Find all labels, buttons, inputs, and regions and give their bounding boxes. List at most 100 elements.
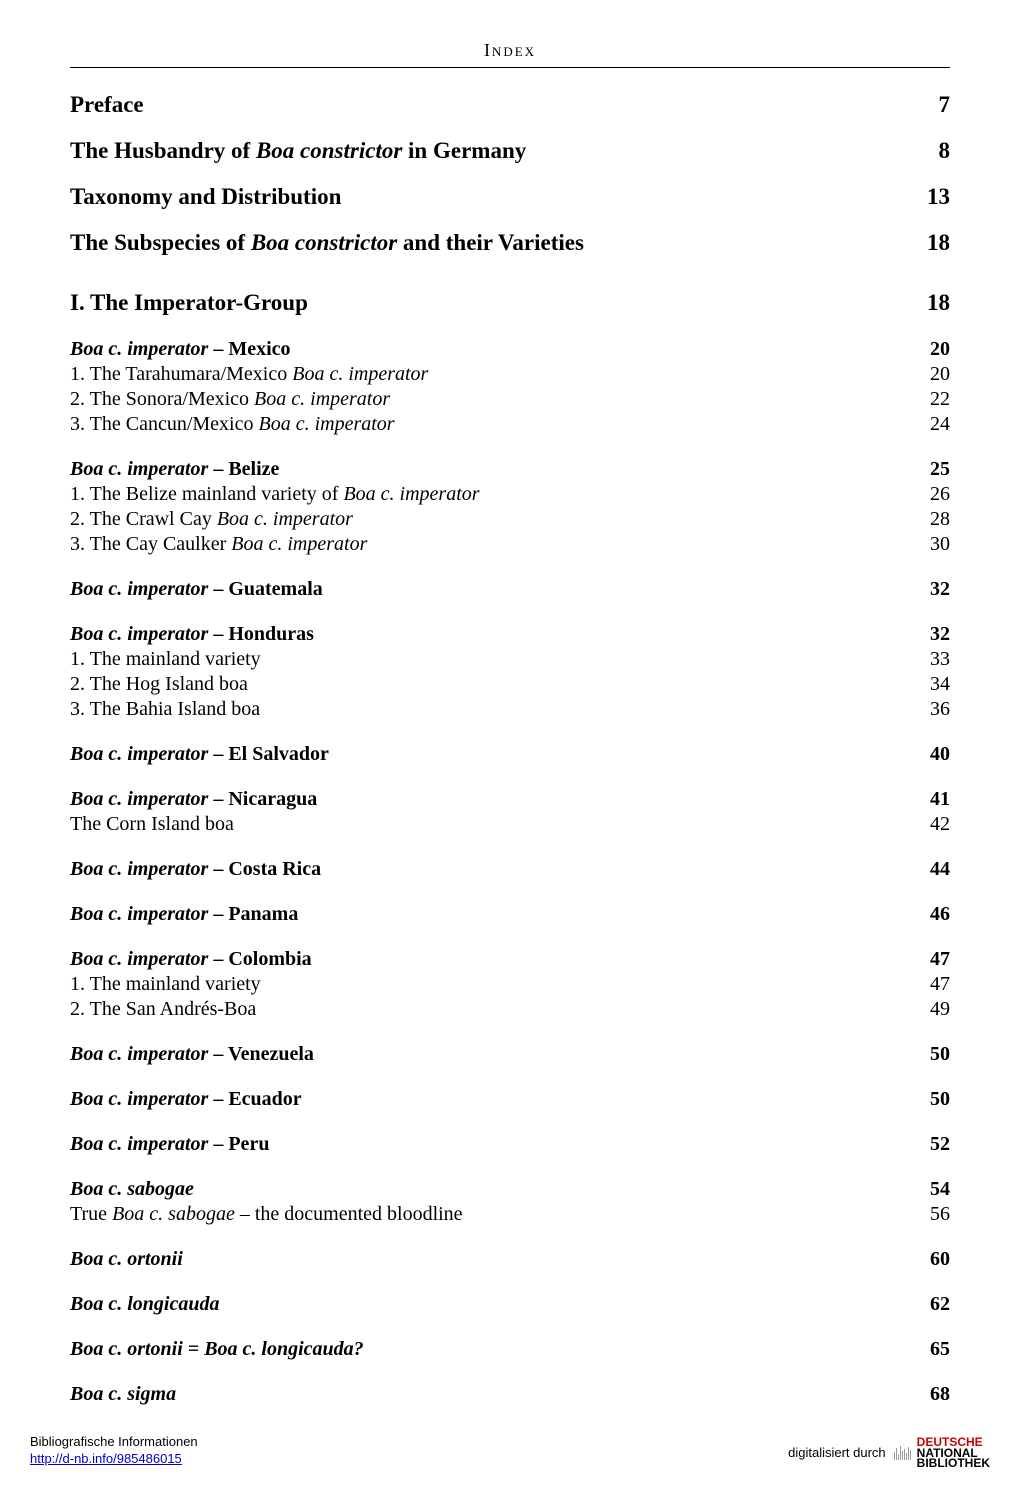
- index-line-page: 56: [910, 1203, 950, 1226]
- index-line-label: 1. The mainland variety: [70, 648, 261, 671]
- index-line-label: 3. The Cancun/Mexico Boa c. imperator: [70, 413, 395, 436]
- major-page: 18: [907, 230, 950, 256]
- index-line: 2. The Hog Island boa 34: [70, 673, 950, 696]
- group-head-page: 44: [910, 858, 950, 881]
- major-page: 7: [919, 92, 951, 118]
- page-content: Index Preface 7 The Husbandry of Boa const…: [0, 0, 1020, 1406]
- group-heading: Boa c. imperator – Nicaragua 41: [70, 788, 950, 811]
- footer-left: Bibliografische Informationen http://d-n…: [30, 1434, 198, 1468]
- index-groups: Boa c. imperator – Mexico201. The Tarahu…: [70, 338, 950, 1406]
- index-line-page: 24: [910, 413, 950, 436]
- group-head-page: 32: [910, 623, 950, 646]
- group-head-page: 52: [910, 1133, 950, 1156]
- index-line-label: 1. The Belize mainland variety of Boa c.…: [70, 483, 480, 506]
- group-head-label: Boa c. imperator – El Salvador: [70, 743, 329, 766]
- index-line: 2. The Crawl Cay Boa c. imperator 28: [70, 508, 950, 531]
- index-line: The Corn Island boa42: [70, 813, 950, 836]
- index-line-page: 20: [910, 363, 950, 386]
- header-rule: [70, 67, 950, 68]
- footer-digitized-label: digitalisiert durch: [788, 1445, 886, 1460]
- index-line-page: 47: [910, 973, 950, 996]
- group-head-page: 54: [910, 1178, 950, 1201]
- major-page: 13: [907, 184, 950, 210]
- group-head-page: 60: [910, 1248, 950, 1271]
- index-line: 1. The mainland variety 47: [70, 973, 950, 996]
- group-head-page: 46: [910, 903, 950, 926]
- index-line: 2. The Sonora/Mexico Boa c. imperator 22: [70, 388, 950, 411]
- group-heading: Boa c. longicauda 62: [70, 1293, 950, 1316]
- index-line-page: 34: [910, 673, 950, 696]
- group-head-label: Boa c. longicauda: [70, 1293, 219, 1316]
- group-head-label: Boa c. sigma: [70, 1383, 176, 1406]
- index-line-label: 1. The Tarahumara/Mexico Boa c. imperato…: [70, 363, 428, 386]
- major-label: Preface: [70, 92, 144, 118]
- group-head-label: Boa c. ortonii: [70, 1248, 183, 1271]
- group-head-page: 62: [910, 1293, 950, 1316]
- group-heading: Boa c. imperator – Colombia47: [70, 948, 950, 971]
- major-label: Taxonomy and Distribution: [70, 184, 341, 210]
- group-head-label: Boa c. ortonii = Boa c. longicauda?: [70, 1338, 364, 1361]
- group-heading: Boa c. sabogae 54: [70, 1178, 950, 1201]
- major-page: 8: [919, 138, 951, 164]
- major-entry: The Subspecies of Boa constrictor and th…: [70, 230, 950, 256]
- index-line-label: 2. The Hog Island boa: [70, 673, 248, 696]
- group-head-page: 50: [910, 1088, 950, 1111]
- index-line-page: 49: [910, 998, 950, 1021]
- index-line: 1. The Tarahumara/Mexico Boa c. imperato…: [70, 363, 950, 386]
- group-head-label: Boa c. sabogae: [70, 1178, 194, 1201]
- index-line-page: 36: [910, 698, 950, 721]
- group-heading: Boa c. imperator – Mexico20: [70, 338, 950, 361]
- group-head-page: 32: [910, 578, 950, 601]
- index-line: 3. The Bahia Island boa36: [70, 698, 950, 721]
- index-line-label: 2. The Crawl Cay Boa c. imperator: [70, 508, 353, 531]
- group-heading: Boa c. imperator – Honduras32: [70, 623, 950, 646]
- index-line-label: 2. The San Andrés-Boa: [70, 998, 256, 1021]
- group-head-page: 20: [910, 338, 950, 361]
- group-head-page: 47: [910, 948, 950, 971]
- dnb-logo-line3: BIBLIOTHEK: [917, 1458, 990, 1468]
- index-line-page: 26: [910, 483, 950, 506]
- footer-link[interactable]: http://d-nb.info/985486015: [30, 1451, 182, 1466]
- index-line: 3. The Cay Caulker Boa c. imperator30: [70, 533, 950, 556]
- index-line-label: True Boa c. sabogae – the documented blo…: [70, 1203, 463, 1226]
- group-head-page: 68: [910, 1383, 950, 1406]
- barcode-icon: [894, 1446, 911, 1460]
- group-heading: Boa c. imperator – Ecuador50: [70, 1088, 950, 1111]
- index-line-label: 1. The mainland variety: [70, 973, 261, 996]
- index-line-label: 2. The Sonora/Mexico Boa c. imperator: [70, 388, 390, 411]
- group-head-page: 65: [910, 1338, 950, 1361]
- group-head-page: 25: [910, 458, 950, 481]
- group-heading: Boa c. imperator – El Salvador 40: [70, 743, 950, 766]
- group-head-page: 41: [910, 788, 950, 811]
- group-head-page: 40: [910, 743, 950, 766]
- index-line-page: 28: [910, 508, 950, 531]
- footer-biblio-label: Bibliografische Informationen: [30, 1434, 198, 1451]
- dnb-logo: DEUTSCHE NATIONAL BIBLIOTHEK: [917, 1437, 990, 1468]
- index-line-page: 30: [910, 533, 950, 556]
- group-head-label: Boa c. imperator – Nicaragua: [70, 788, 317, 811]
- index-line: 3. The Cancun/Mexico Boa c. imperator 24: [70, 413, 950, 436]
- group-head-label: Boa c. imperator – Guatemala: [70, 578, 323, 601]
- group-heading: Boa c. imperator – Panama 46: [70, 903, 950, 926]
- group-heading: Boa c. imperator – Costa Rica44: [70, 858, 950, 881]
- section-page: 18: [907, 290, 950, 316]
- index-header: Index: [80, 40, 940, 67]
- group-heading: Boa c. ortonii 60: [70, 1248, 950, 1271]
- major-label: The Subspecies of Boa constrictor and th…: [70, 230, 584, 256]
- major-entry: Preface 7: [70, 92, 950, 118]
- footer: Bibliografische Informationen http://d-n…: [30, 1434, 990, 1468]
- section-heading: I. The Imperator-Group 18: [70, 290, 950, 316]
- group-heading: Boa c. imperator – Venezuela50: [70, 1043, 950, 1066]
- group-heading: Boa c. imperator – Guatemala 32: [70, 578, 950, 601]
- group-head-label: Boa c. imperator – Panama: [70, 903, 298, 926]
- group-heading: Boa c. imperator – Peru 52: [70, 1133, 950, 1156]
- group-heading: Boa c. ortonii = Boa c. longicauda? 65: [70, 1338, 950, 1361]
- section-label: I. The Imperator-Group: [70, 290, 308, 316]
- index-line-page: 22: [910, 388, 950, 411]
- index-line: 1. The mainland variety33: [70, 648, 950, 671]
- footer-right: digitalisiert durch DEUTSCHE NATIONAL BI…: [788, 1437, 990, 1468]
- index-line: 2. The San Andrés-Boa 49: [70, 998, 950, 1021]
- major-label: The Husbandry of Boa constrictor in Germ…: [70, 138, 526, 164]
- major-entry: The Husbandry of Boa constrictor in Germ…: [70, 138, 950, 164]
- group-head-label: Boa c. imperator – Peru: [70, 1133, 269, 1156]
